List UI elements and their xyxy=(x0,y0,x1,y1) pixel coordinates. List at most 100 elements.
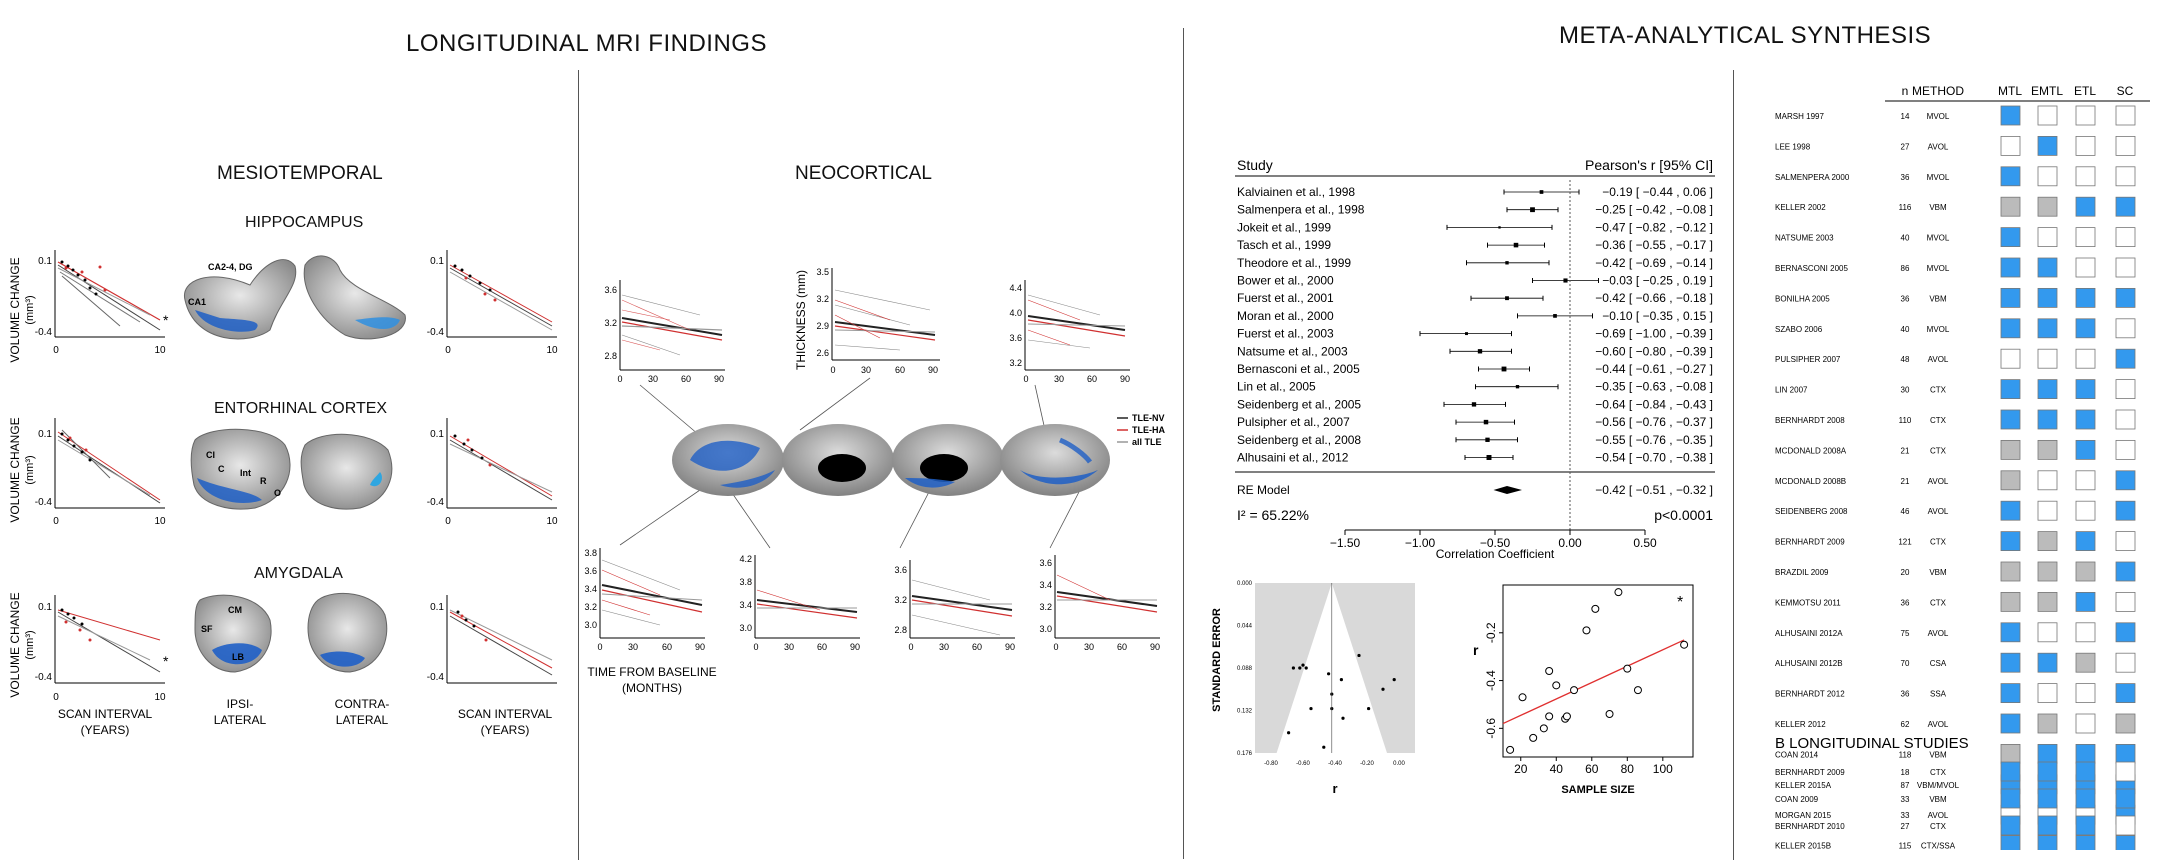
star-1: * xyxy=(163,312,169,328)
table-cell xyxy=(2037,196,2058,217)
table-cell xyxy=(2000,531,2021,552)
forest-ci-text: −0.64 [ −0.84 , −0.43 ] xyxy=(1595,397,1713,411)
table-method: AVOL xyxy=(1928,142,1949,151)
table-n: 27 xyxy=(1901,822,1910,831)
tick: 90 xyxy=(1120,374,1130,384)
tick: 60 xyxy=(817,642,827,652)
funnel-point xyxy=(1322,745,1326,749)
table-cell xyxy=(2037,348,2058,369)
table-cell xyxy=(2000,835,2021,855)
scatter-point xyxy=(1562,712,1571,721)
forest-ci-text: −0.03 [ −0.25 , 0.19 ] xyxy=(1602,274,1713,288)
table-study-name: BERNHARDT 2008 xyxy=(1775,416,1845,425)
forest-ci-text: −0.47 [ −0.82 , −0.12 ] xyxy=(1595,220,1713,234)
forest-study-name: Theodore et al., 1999 xyxy=(1237,256,1351,270)
tick: 3.6 xyxy=(894,565,907,575)
forest-point xyxy=(1553,314,1557,318)
table-cell xyxy=(2037,439,2058,460)
tick: 30 xyxy=(1084,642,1094,652)
plot-ento-ipsi: 0.1 -0.4 0 10 xyxy=(35,418,166,527)
tick: 3.6 xyxy=(1009,333,1022,343)
scatter-point xyxy=(1529,733,1538,742)
forest-row: Fuerst et al., 2003 −0.69 [ −1.00 , −0.39… xyxy=(1237,327,1713,341)
forest-tick-label: −0.50 xyxy=(1480,536,1511,550)
divider-center xyxy=(1183,28,1184,859)
funnel-point xyxy=(1301,663,1305,667)
table-n: 62 xyxy=(1901,720,1910,729)
tick: 0 xyxy=(617,374,622,384)
forest-col-effect: Pearson's r [95% CI] xyxy=(1585,157,1713,173)
table-method: CSA xyxy=(1930,659,1947,668)
tick: 3.5 xyxy=(816,267,829,277)
table-cell xyxy=(2075,136,2096,156)
forest-row: Bower et al., 2000 −0.03 [ −0.25 , 0.19 ] xyxy=(1237,274,1713,288)
divider-right xyxy=(1733,70,1734,860)
table-cell xyxy=(2000,500,2021,521)
table-method: CTX xyxy=(1930,386,1947,395)
neo-title: NEOCORTICAL xyxy=(795,163,932,184)
months-label: (MONTHS) xyxy=(622,681,682,695)
funnel-y-tick: 0.000 xyxy=(1237,581,1253,587)
table-method: VBM xyxy=(1929,294,1947,303)
table-header: EMTL xyxy=(2031,84,2063,98)
funnel-point xyxy=(1298,666,1302,670)
table-cell xyxy=(2000,348,2021,369)
table-method: VBM xyxy=(1929,568,1947,577)
table-row: MCDONALD 2008A 21 CTX xyxy=(1775,439,2136,460)
forest-plot: Study Pearson's r [95% CI] Kalviainen et… xyxy=(1235,157,1715,561)
funnel-x-tick: -0.60 xyxy=(1296,761,1310,767)
forest-row: Fuerst et al., 2001 −0.42 [ −0.66 , −0.18… xyxy=(1237,291,1713,305)
contra-label-1: CONTRA- xyxy=(335,697,390,711)
forest-row: Salmenpera et al., 1998 −0.25 [ −0.42 , −… xyxy=(1237,203,1713,217)
table-method: MVOL xyxy=(1927,173,1950,182)
tick: 60 xyxy=(972,642,982,652)
table-cell xyxy=(2037,652,2058,673)
table-study-name: MARSH 1997 xyxy=(1775,112,1824,121)
table-cell xyxy=(2115,348,2136,369)
table-method: VBM xyxy=(1929,750,1947,759)
table-row: COAN 2014 118 VBM xyxy=(1775,744,2136,764)
table-row: COAN 2009 33 VBM xyxy=(1775,788,2136,809)
forest-re-text: −0.42 [ −0.51 , −0.32 ] xyxy=(1595,483,1713,497)
table-cell xyxy=(2000,683,2021,703)
forest-point xyxy=(1477,349,1483,354)
tick: 3.4 xyxy=(584,584,597,594)
funnel-x-tick: -0.40 xyxy=(1328,761,1342,767)
table-row: BERNASCONI 2005 86 MVOL xyxy=(1775,257,2136,278)
thickness-label: THICKNESS (mm) xyxy=(794,270,808,370)
funnel-x-tick: -0.20 xyxy=(1360,761,1374,767)
tick: 0 xyxy=(753,642,758,652)
table-n: 70 xyxy=(1901,659,1910,668)
table-n: 20 xyxy=(1901,568,1910,577)
table-cell xyxy=(2075,683,2096,703)
table-cell xyxy=(2037,409,2058,430)
forest-tick-label: 0.50 xyxy=(1633,536,1657,550)
table-method: MVOL xyxy=(1927,264,1950,273)
funnel-x-tick: 0.00 xyxy=(1393,761,1405,767)
table-cell xyxy=(2075,470,2096,491)
tick: 0 xyxy=(445,345,451,356)
table-cell xyxy=(2115,409,2136,430)
table-cell xyxy=(2075,592,2096,612)
forest-point xyxy=(1505,261,1509,265)
table-cell xyxy=(2000,652,2021,673)
tick: 2.8 xyxy=(604,351,617,361)
table-cell xyxy=(2115,761,2136,782)
tick: 10 xyxy=(154,516,166,527)
forest-point xyxy=(1501,366,1507,372)
table-n: 36 xyxy=(1901,690,1910,699)
years-label-2: (YEARS) xyxy=(481,723,530,737)
table-study-name: BERNHARDT 2009 xyxy=(1775,768,1845,777)
tick: 3.0 xyxy=(739,623,752,633)
table-method: CTX xyxy=(1930,416,1947,425)
left-title: LONGITUDINAL MRI FINDINGS xyxy=(406,30,767,57)
forest-re-diamond xyxy=(1493,486,1522,494)
tick: 3.6 xyxy=(584,566,597,576)
tick: 30 xyxy=(939,642,949,652)
tick: 3.0 xyxy=(584,620,597,630)
funnel-point xyxy=(1309,706,1313,711)
forest-row: Tasch et al., 1999 −0.36 [ −0.55 , −0.17 … xyxy=(1237,238,1713,252)
funnel-y-tick: 0.044 xyxy=(1237,624,1253,630)
amygdala-title: AMYGDALA xyxy=(254,565,343,582)
section-b-title: B LONGITUDINAL STUDIES xyxy=(1775,735,1969,752)
